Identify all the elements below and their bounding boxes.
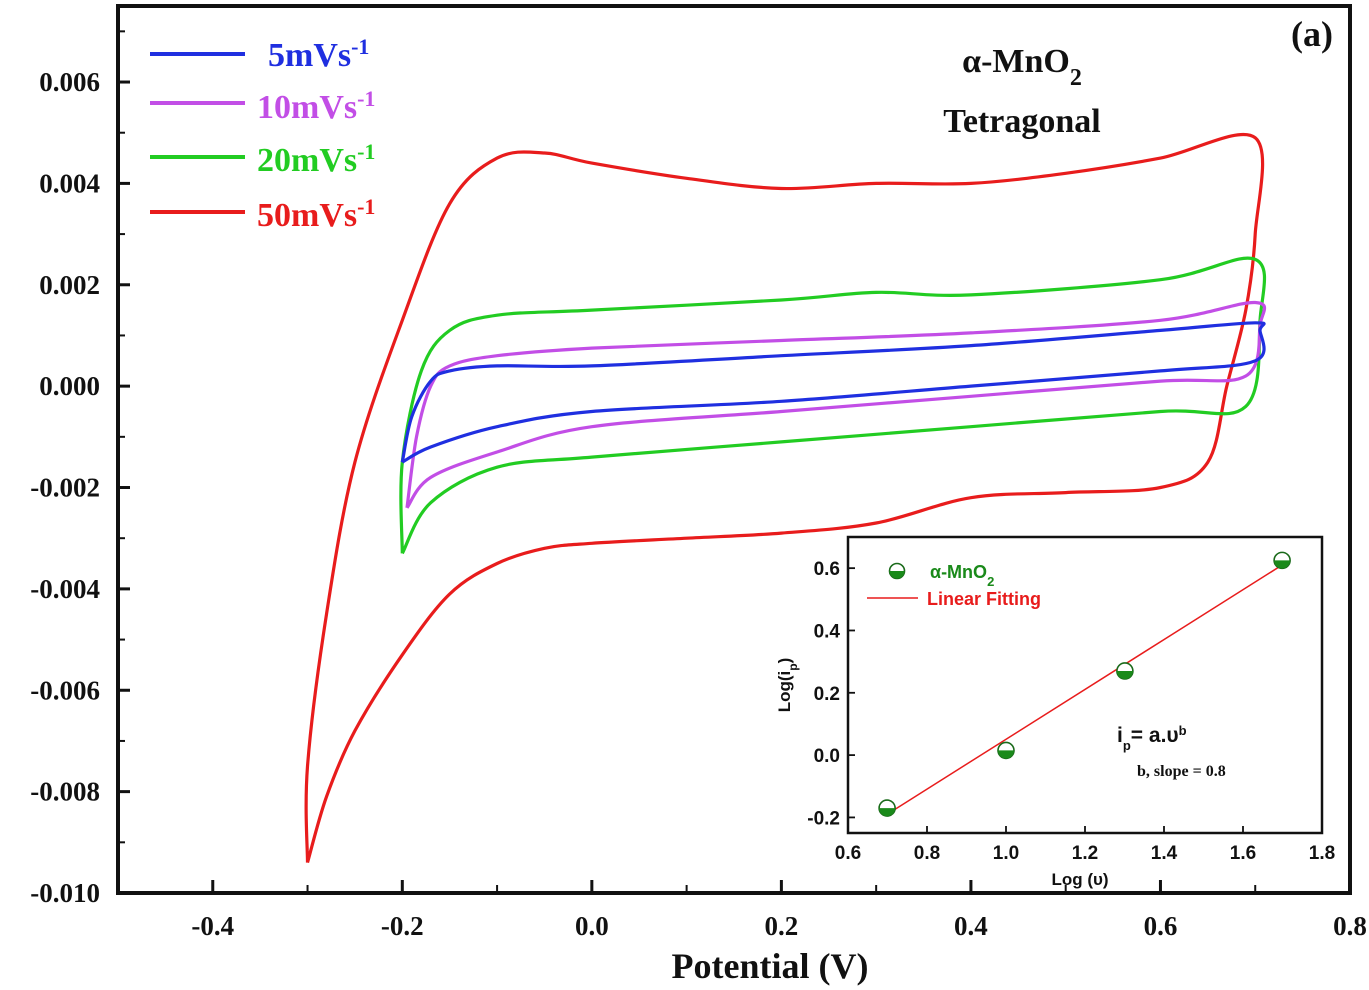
inset-x-tick-label: 1.2	[1072, 843, 1098, 864]
inset-data-point-fill	[1274, 560, 1291, 569]
inset-y-tick-label: -0.2	[807, 808, 840, 829]
x-tick-label: 0.0	[575, 911, 609, 941]
main-plot-frame	[116, 4, 1352, 895]
inset-y-tick-label: 0.0	[814, 746, 840, 767]
inset-data-point-fill	[998, 750, 1014, 759]
y-tick-label: -0.004	[30, 574, 100, 604]
inset-chart: 0.6 0.8 1.0 1.2 1.4 1.6 1.8 0.6 0.4 0.2 0.0 -0.2 Lo…	[775, 535, 1335, 889]
cv-curve-50mVs	[304, 132, 1265, 864]
inset-y-tick-label: 0.2	[814, 684, 840, 705]
panel-label: (a)	[1291, 14, 1333, 54]
inset-y-tick-label: 0.6	[814, 559, 840, 580]
legend-text-20: 20mVs-1	[257, 139, 375, 180]
y-tick-label: 0.000	[39, 371, 100, 401]
inset-data-point-fill	[1116, 670, 1133, 679]
inset-x-tick-label: 1.6	[1230, 843, 1256, 864]
y-tick-label: -0.002	[30, 473, 100, 503]
material-subscript: 2	[1070, 65, 1082, 91]
main-axis-ticks: 0.006 0.004 0.002 0.000 -0.002 -0.004 -0.006 -0…	[30, 30, 1367, 941]
inset-y-title: Log(ip)	[775, 658, 800, 713]
legend-text-5: 5mVs-1	[268, 34, 369, 75]
inset-x-tick-label: 1.0	[993, 843, 1019, 864]
material-label: α-MnO2	[962, 43, 1082, 91]
y-tick-label: -0.010	[30, 878, 100, 908]
inset-frame	[846, 535, 1324, 835]
cv-curve-10mVs	[405, 300, 1267, 509]
x-tick-label: 0.8	[1333, 911, 1367, 941]
y-tick-label: 0.004	[39, 168, 100, 198]
inset-x-title: Log (υ)	[1051, 870, 1108, 889]
phase-label: Tetragonal	[943, 103, 1100, 140]
y-tick-label: 0.006	[39, 67, 100, 97]
x-tick-label: 0.6	[1144, 911, 1178, 941]
legend-text-10: 10mVs-1	[257, 86, 375, 127]
inset-y-tick-label: 0.4	[814, 621, 841, 642]
x-tick-label: -0.4	[191, 911, 234, 941]
inset-x-tick-label: 0.6	[835, 843, 861, 864]
y-tick-label: 0.002	[39, 270, 100, 300]
y-tick-label: -0.008	[30, 777, 100, 807]
inset-equation: ip= a.υb	[1117, 723, 1187, 753]
x-tick-label: -0.2	[381, 911, 424, 941]
main-legend: 5mVs-1 10mVs-1 20mVs-1 50mVs-1	[150, 34, 375, 235]
inset-fit-line	[886, 564, 1283, 815]
inset-legend-text-2: Linear Fitting	[927, 589, 1041, 609]
inset-axis-ticks: 0.6 0.8 1.0 1.2 1.4 1.6 1.8 0.6 0.4 0.2 0.0 -0.2	[807, 559, 1335, 864]
material-prefix: α-MnO	[962, 43, 1070, 80]
cv-curve-20mVs	[399, 256, 1267, 555]
inset-x-tick-label: 0.8	[914, 843, 940, 864]
inset-legend-marker-fill	[889, 571, 905, 579]
x-axis-title: Potential (V)	[672, 946, 869, 986]
inset-legend-text-1: α-MnO2	[930, 562, 994, 589]
legend-text-50: 50mVs-1	[257, 194, 375, 235]
inset-series-group	[878, 551, 1291, 817]
inset-x-tick-label: 1.8	[1309, 843, 1335, 864]
cv-curve-5mVs	[400, 321, 1266, 464]
x-tick-label: 0.4	[954, 911, 988, 941]
inset-data-point-fill	[879, 808, 896, 817]
main-series-group	[304, 132, 1267, 864]
x-tick-label: 0.2	[765, 911, 799, 941]
inset-slope-note: b, slope = 0.8	[1137, 763, 1226, 780]
inset-x-tick-label: 1.4	[1151, 843, 1178, 864]
y-tick-label: -0.006	[30, 675, 100, 705]
